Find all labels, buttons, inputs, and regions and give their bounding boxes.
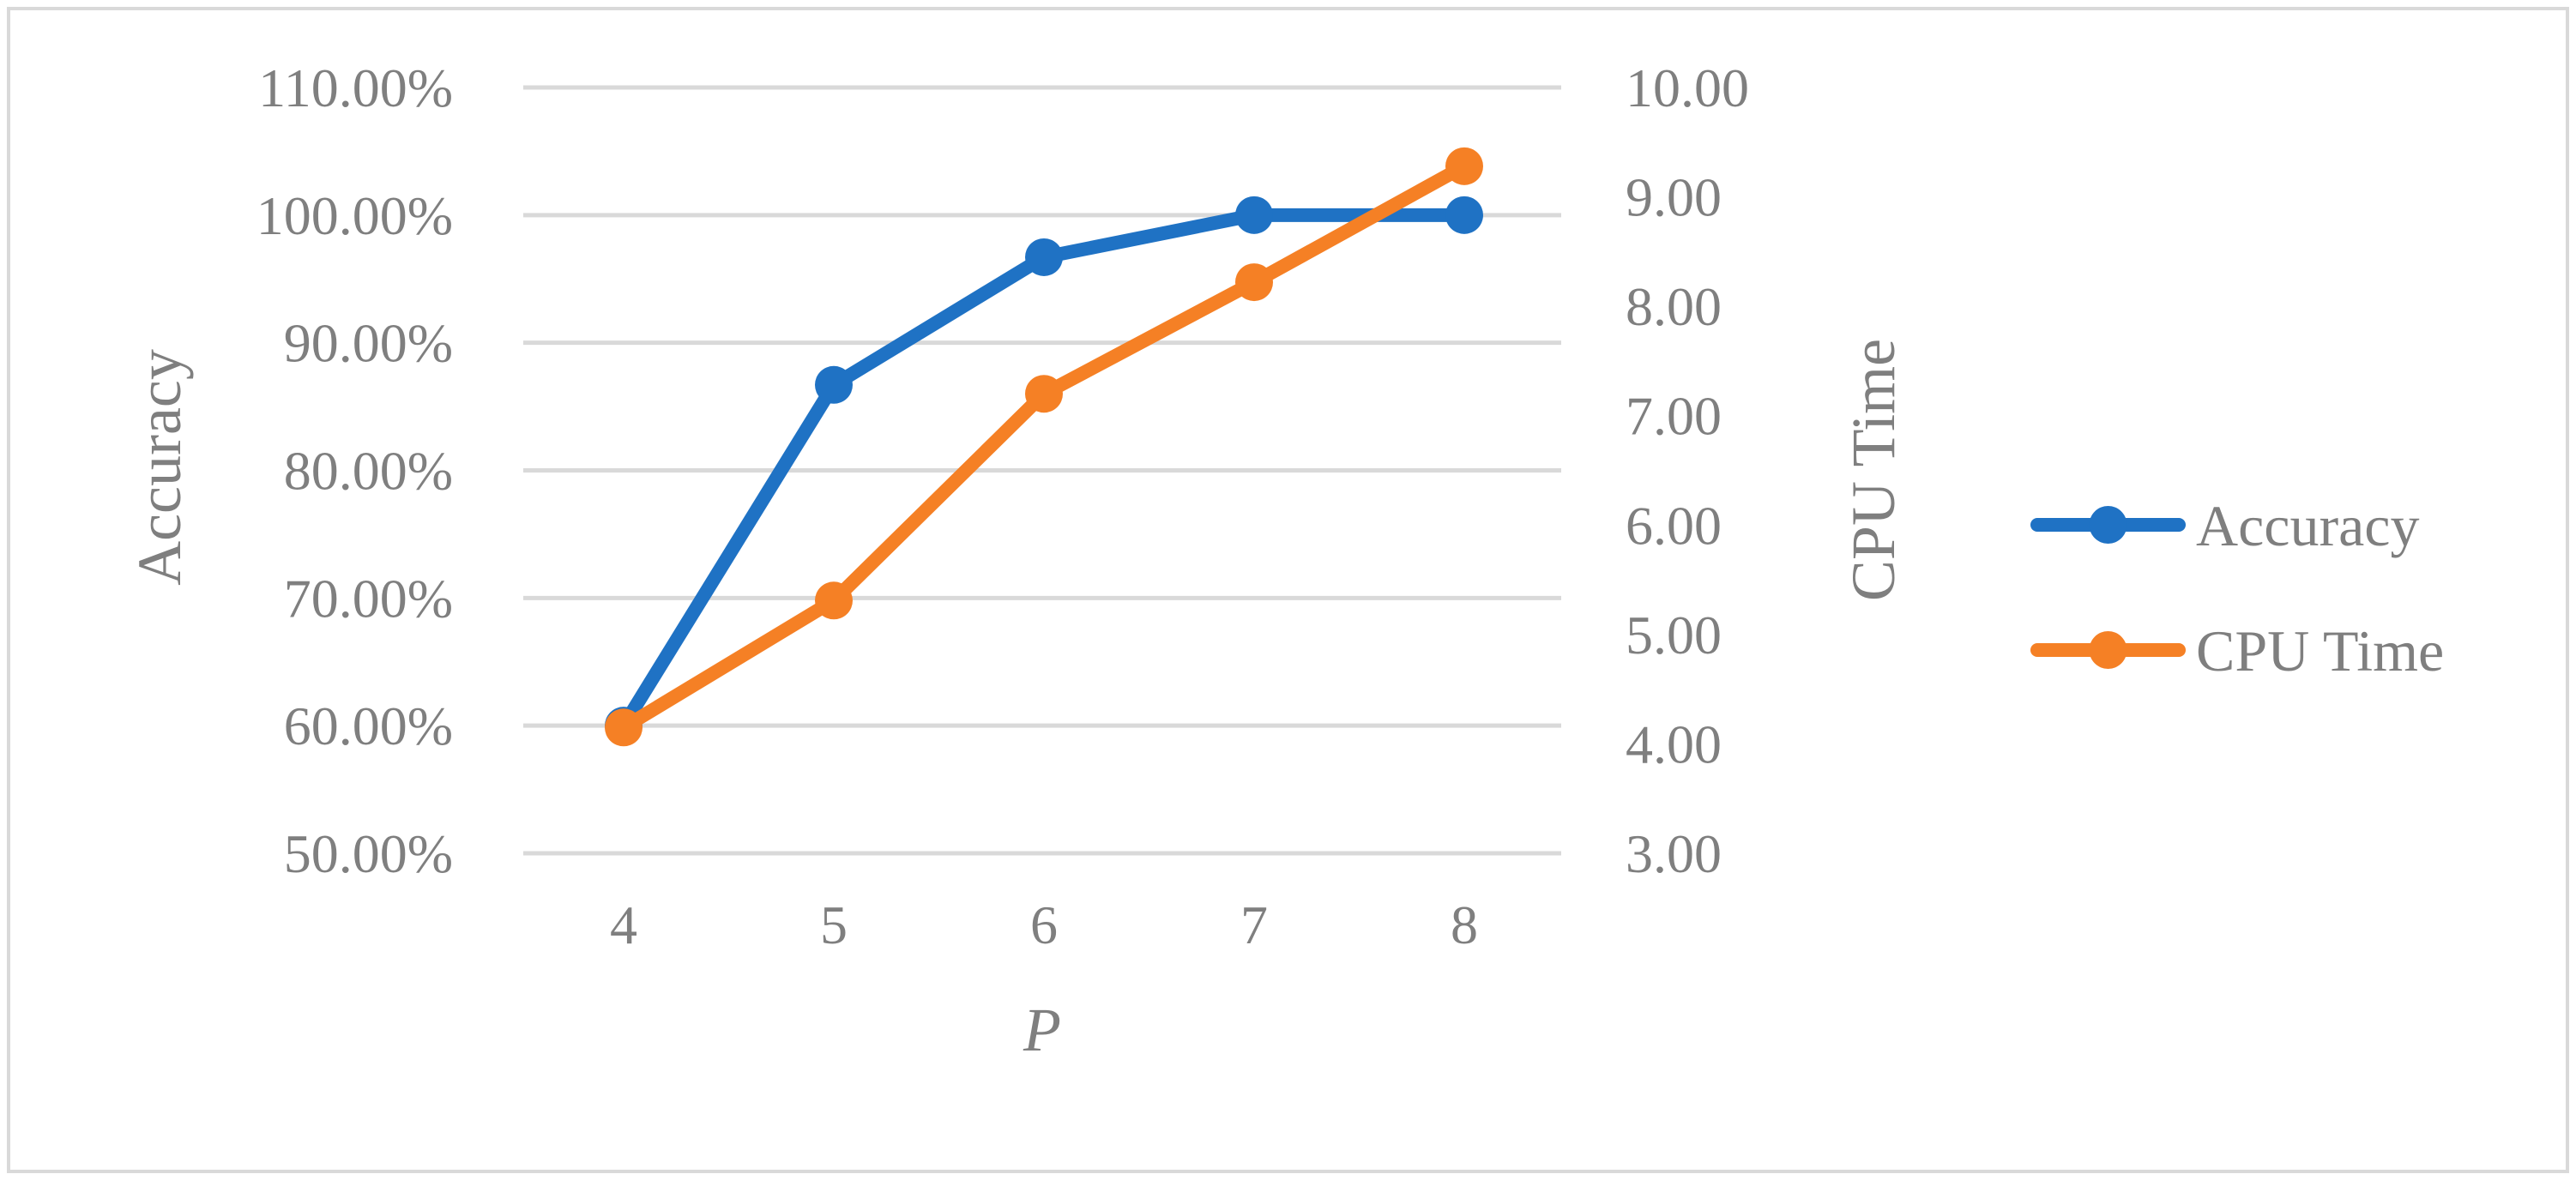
y-right-tick-label: 8.00 [1626, 276, 1722, 337]
cpu-time-point [605, 708, 642, 747]
x-tick-label: 6 [1030, 894, 1058, 955]
legend-item-cpu-time: CPU Time [2030, 618, 2444, 683]
y-left-tick-label: 100.00% [256, 185, 453, 246]
y-left-tick-label: 60.00% [284, 695, 453, 756]
cpu-time-point [1025, 375, 1063, 413]
cpu-time-point [815, 581, 853, 620]
y-right-tick-label: 4.00 [1626, 713, 1722, 774]
accuracy-point [1445, 196, 1483, 234]
chart-frame [7, 7, 2569, 1173]
y-right-tick-label: 10.00 [1626, 57, 1749, 118]
y-right-axis-title: CPU Time [1839, 339, 1908, 601]
cpu-time-point [1445, 147, 1483, 185]
x-tick-label: 8 [1451, 894, 1478, 955]
legend-item-accuracy: Accuracy [2030, 493, 2419, 558]
x-tick-label: 7 [1240, 894, 1268, 955]
legend: Accuracy CPU Time [2030, 493, 2444, 683]
y-left-tick-label: 70.00% [284, 568, 453, 629]
x-tick-label: 4 [610, 894, 637, 955]
accuracy-point [815, 365, 853, 404]
y-right-tick-label: 9.00 [1626, 167, 1722, 228]
y-left-tick-label: 80.00% [284, 441, 453, 502]
accuracy-point [1235, 196, 1273, 234]
y-right-tick-label: 6.00 [1626, 495, 1722, 556]
y-left-tick-label: 50.00% [284, 823, 453, 884]
accuracy-point [1025, 238, 1063, 276]
y-right-tick-label: 7.00 [1626, 386, 1722, 447]
y-left-tick-label: 90.00% [284, 313, 453, 374]
series-layer [605, 147, 1483, 747]
y-right-tick-label: 3.00 [1626, 823, 1722, 884]
y-left-axis-title: Accuracy [125, 349, 194, 586]
legend-marker [2089, 506, 2127, 544]
legend-marker [2089, 631, 2127, 669]
x-axis-title: P [1023, 996, 1061, 1064]
left-axis-ticks: 50.00% 60.00% 70.00% 80.00% 90.00% 100.00% 110… [256, 57, 453, 884]
legend-label: CPU Time [2196, 618, 2444, 683]
right-axis-ticks: 3.00 4.00 5.00 6.00 7.00 8.00 9.00 10.00 [1626, 57, 1749, 884]
y-left-tick-label: 110.00% [258, 57, 453, 118]
legend-label: Accuracy [2196, 493, 2419, 558]
y-right-tick-label: 5.00 [1626, 605, 1722, 665]
x-tick-label: 5 [820, 894, 848, 955]
x-axis-ticks: 4 5 6 7 8 [610, 894, 1478, 955]
cpu-time-point [1235, 263, 1273, 302]
